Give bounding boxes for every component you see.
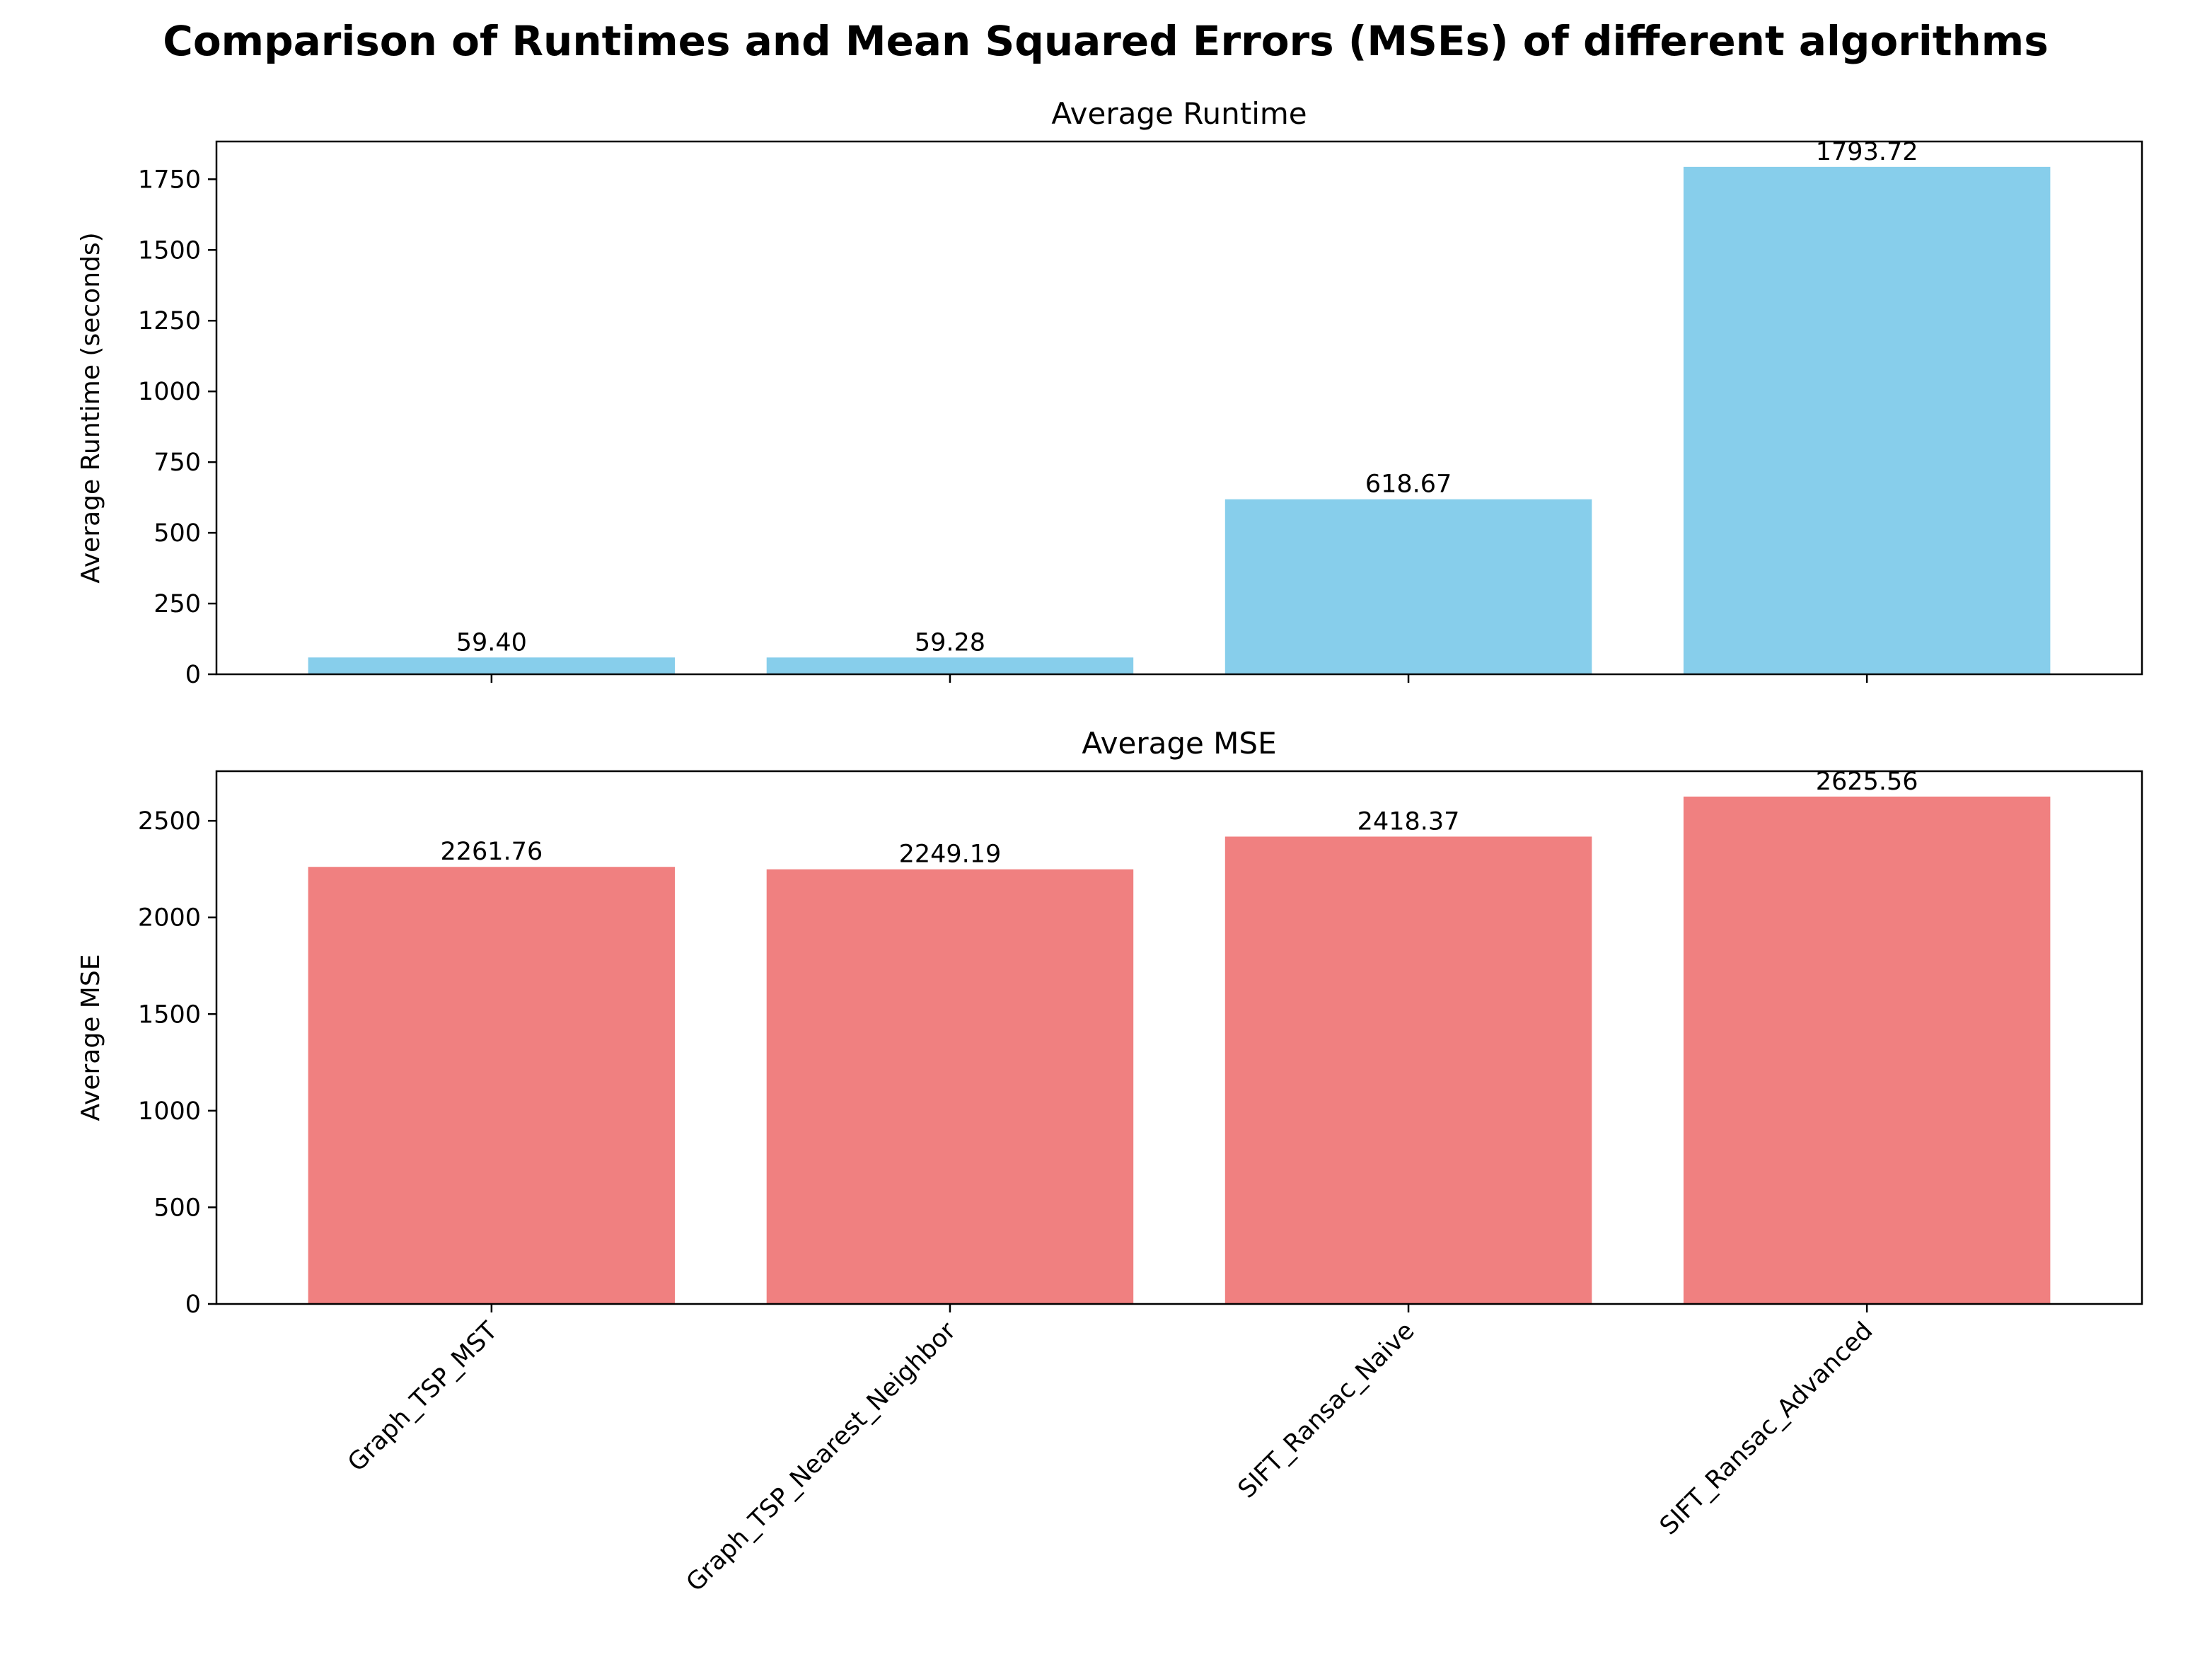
mse-y-axis-label: Average MSE — [76, 954, 105, 1121]
mse-y-tick-label: 500 — [154, 1194, 201, 1222]
mse-bar-value-label: 2625.56 — [1816, 768, 1918, 796]
runtime-y-tick-label: 1000 — [138, 378, 201, 406]
runtime-y-tick-label: 1750 — [138, 166, 201, 194]
mse-y-tick-label: 1000 — [138, 1097, 201, 1126]
runtime-y-tick-label: 0 — [185, 661, 201, 689]
mse-bar-value-label: 2261.76 — [440, 838, 543, 866]
runtime-bar-value-label: 59.28 — [915, 628, 985, 657]
runtime-y-tick-label: 250 — [154, 590, 201, 618]
mse-y-tick-label: 1500 — [138, 1000, 201, 1029]
mse-bar — [1224, 836, 1592, 1304]
mse-y-tick-label: 2000 — [138, 904, 201, 933]
runtime-bar-value-label: 1793.72 — [1816, 138, 1918, 166]
runtime-axes-frame — [215, 140, 2143, 676]
mse-x-tick-label: SIFT_Ransac_Advanced — [1655, 1317, 1878, 1540]
runtime-y-tick-label: 500 — [154, 519, 201, 548]
mse-y-tick-label: 2500 — [138, 807, 201, 836]
mse-panel: Average MSE Average MSE 2261.76 2249.19 2418… — [76, 726, 2143, 1598]
figure-title: Comparison of Runtimes and Mean Squared … — [163, 17, 2048, 65]
runtime-title: Average Runtime — [1051, 96, 1307, 131]
runtime-bar — [766, 657, 1134, 674]
runtime-y-tick-label: 750 — [154, 449, 201, 477]
mse-bar — [1683, 796, 2051, 1304]
runtime-bar-value-label: 59.40 — [456, 628, 527, 657]
runtime-bar-value-label: 618.67 — [1365, 471, 1452, 499]
mse-bar — [308, 867, 676, 1304]
runtime-y-tick-label: 1500 — [138, 236, 201, 265]
runtime-bar — [308, 657, 676, 674]
mse-x-tick-label: SIFT_Ransac_Naive — [1233, 1317, 1420, 1504]
mse-bar-value-label: 2418.37 — [1357, 807, 1460, 836]
runtime-panel: Average Runtime Average Runtime (seconds)… — [76, 96, 2143, 689]
mse-title: Average MSE — [1082, 726, 1276, 761]
mse-bar — [766, 869, 1134, 1304]
mse-x-tick-label: Graph_TSP_MST — [342, 1317, 503, 1477]
mse-x-tick-label: Graph_TSP_Nearest_Neighbor — [681, 1317, 962, 1598]
mse-bar-value-label: 2249.19 — [899, 841, 1002, 869]
runtime-bar — [1224, 499, 1592, 674]
mse-y-tick-label: 0 — [185, 1291, 201, 1319]
runtime-bar — [1683, 166, 2051, 674]
mse-axes-frame — [215, 770, 2143, 1305]
runtime-y-axis-label: Average Runtime (seconds) — [76, 232, 105, 583]
runtime-y-tick-label: 1250 — [138, 307, 201, 335]
